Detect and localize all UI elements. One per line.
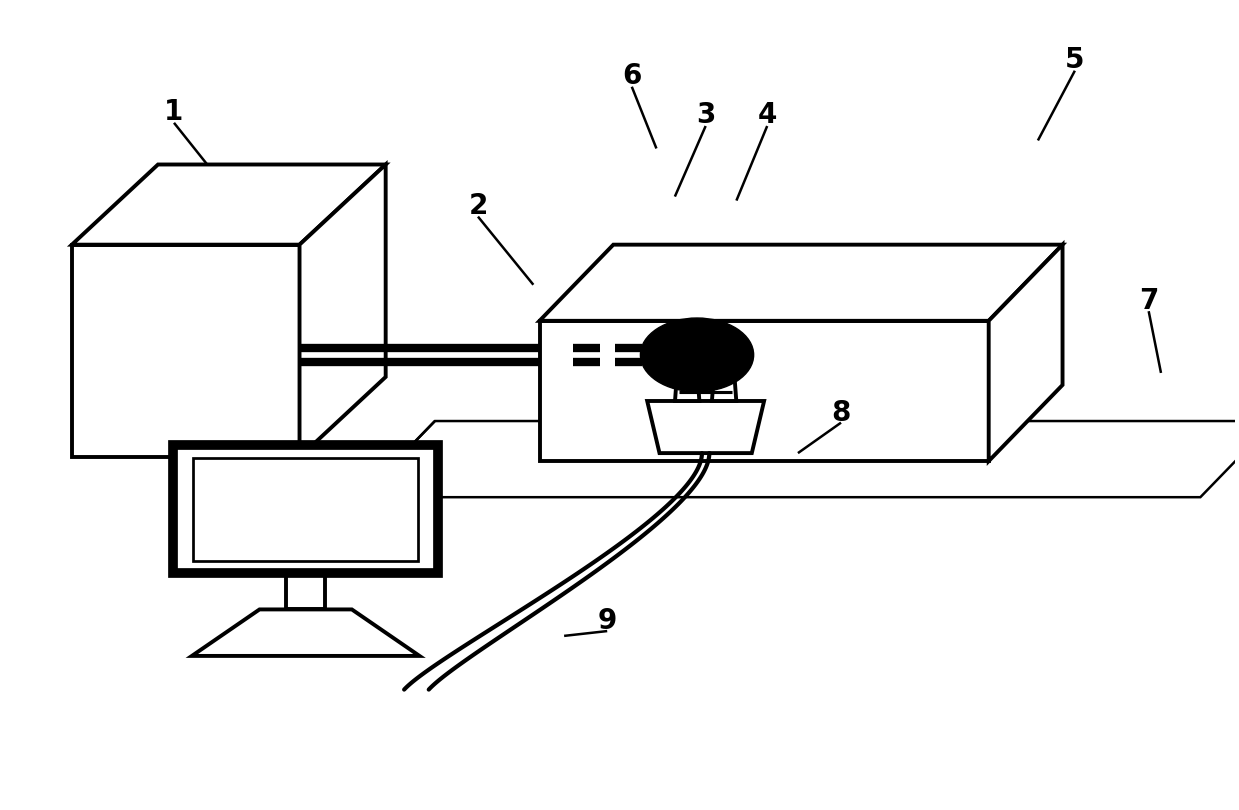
Text: 5: 5 [1066, 46, 1084, 75]
Text: 2: 2 [468, 192, 488, 220]
Polygon shape [192, 609, 420, 656]
Ellipse shape [679, 336, 695, 346]
FancyBboxPatch shape [193, 458, 419, 561]
Text: 1: 1 [165, 98, 183, 126]
Text: 6: 6 [622, 62, 642, 91]
FancyBboxPatch shape [173, 445, 437, 573]
Polygon shape [647, 401, 764, 453]
Ellipse shape [716, 336, 732, 346]
Text: 7: 7 [1139, 287, 1158, 315]
Text: 3: 3 [696, 100, 715, 129]
Polygon shape [712, 341, 736, 401]
Text: 8: 8 [831, 399, 851, 427]
Polygon shape [72, 164, 385, 245]
Text: 4: 4 [757, 100, 777, 129]
Polygon shape [989, 245, 1063, 461]
Polygon shape [361, 421, 1239, 497]
Polygon shape [539, 321, 989, 461]
Text: 9: 9 [597, 608, 617, 636]
Polygon shape [675, 341, 699, 401]
Polygon shape [286, 573, 326, 609]
Polygon shape [72, 245, 300, 457]
Circle shape [641, 318, 753, 392]
Polygon shape [300, 164, 385, 457]
Polygon shape [539, 245, 1063, 321]
